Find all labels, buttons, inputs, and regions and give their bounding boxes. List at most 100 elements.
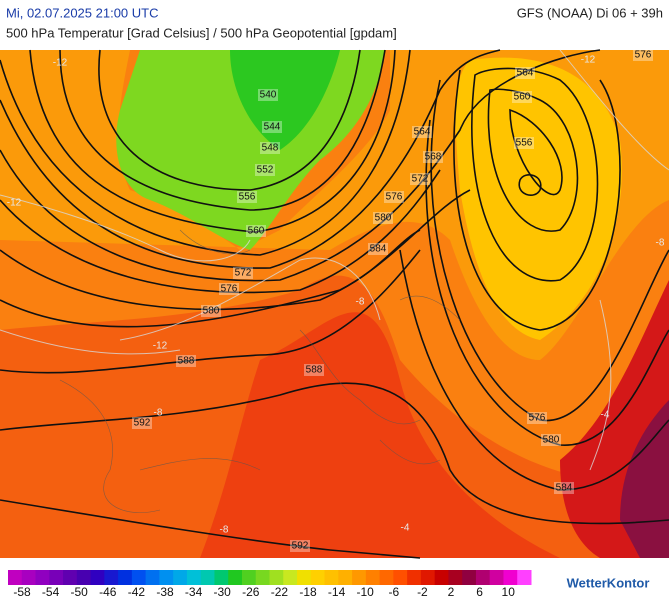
colorbar-swatch	[338, 570, 353, 585]
colorbar-tick-label: 2	[448, 585, 455, 599]
colorbar-swatch	[352, 570, 367, 585]
label-bg	[527, 412, 547, 424]
contour-label: 588	[306, 365, 323, 376]
label-bg	[237, 191, 257, 203]
coastlines	[59, 229, 461, 513]
colorbar-swatch	[407, 570, 422, 585]
label-bg	[201, 305, 221, 317]
colorbar-swatch	[393, 570, 408, 585]
map-labels: 5645605565405445485525565605645685725765…	[7, 49, 665, 552]
contour-label: 544	[264, 122, 281, 133]
temperature-label: -8	[656, 238, 665, 249]
contour-label: 540	[260, 90, 277, 101]
cold-yellow	[455, 57, 622, 341]
colorbar-swatch	[310, 570, 326, 585]
datetime: Mi, 02.07.2025 21:00 UTC	[6, 5, 158, 20]
colorbar-swatch	[489, 570, 504, 585]
label-bg	[541, 434, 561, 446]
colorbar-swatch	[90, 570, 105, 585]
contour-label: 564	[517, 68, 534, 79]
colorbar-swatch	[145, 570, 160, 585]
label-bg	[258, 89, 278, 101]
label-bg	[368, 243, 388, 255]
colorbar-swatch	[462, 570, 477, 585]
colorbar-tick-label: -14	[328, 585, 346, 599]
contour-label: 580	[203, 306, 220, 317]
colorbar-swatch	[21, 570, 37, 585]
colorbar-swatch	[214, 570, 229, 585]
cold-core	[230, 50, 340, 150]
colorbar-swatch	[8, 570, 23, 585]
colorbar-tick-label: -50	[71, 585, 89, 599]
colorbar-swatch	[420, 570, 436, 585]
label-bg	[132, 417, 152, 429]
colorbar-swatch	[475, 570, 491, 585]
colorbar-swatch	[297, 570, 312, 585]
label-bg	[246, 225, 266, 237]
contour-label: 552	[257, 165, 274, 176]
hot-core	[620, 400, 669, 558]
colorbar-swatch	[186, 570, 202, 585]
colorbar-swatch	[448, 570, 463, 585]
colorbar-swatch	[228, 570, 243, 585]
colorbar-tick-label: -34	[185, 585, 203, 599]
contour-label: 592	[134, 418, 151, 429]
label-bg	[410, 173, 430, 185]
colorbar-swatch	[434, 570, 449, 585]
label-bg	[633, 49, 653, 61]
colorbar-tick-label: -10	[357, 585, 375, 599]
contour-label: 580	[543, 435, 560, 446]
colorbar-swatch	[255, 570, 270, 585]
contour-label: 576	[529, 413, 546, 424]
colorbar-tick-label: -26	[242, 585, 260, 599]
colorbar-swatch	[324, 570, 339, 585]
colorbar-tick-label: -54	[42, 585, 60, 599]
colorbar-swatch	[49, 570, 64, 585]
colorbar-tick-label: -42	[128, 585, 146, 599]
colorbar-swatch	[283, 570, 298, 585]
contour-label: 584	[556, 483, 573, 494]
colorbar-tick-label: -18	[299, 585, 317, 599]
contour-label: 572	[235, 268, 252, 279]
temperature-label: -8	[220, 525, 229, 536]
contour-label: 576	[386, 192, 403, 203]
map-area	[0, 49, 669, 559]
contour-label: 576	[635, 50, 652, 61]
warm-red	[200, 312, 560, 558]
temperature-label: -8	[154, 408, 163, 419]
colorbar-swatch	[35, 570, 50, 585]
contour-label: 580	[375, 213, 392, 224]
colorbar-swatch	[269, 570, 284, 585]
contour-label: 564	[414, 127, 431, 138]
colorbar-tick-label: -2	[417, 585, 428, 599]
label-bg	[384, 191, 404, 203]
label-bg	[176, 355, 196, 367]
colorbar-tick-label: 6	[476, 585, 483, 599]
label-bg	[262, 121, 282, 133]
contour-label: 588	[178, 356, 195, 367]
colorbar-swatch	[517, 570, 532, 585]
label-bg	[304, 364, 324, 376]
label-bg	[515, 67, 535, 79]
label-bg	[373, 212, 393, 224]
brand-logo: WetterKontor	[567, 575, 650, 590]
colorbar-swatch	[503, 570, 518, 585]
contour-label: 560	[514, 92, 531, 103]
colorbar-swatch	[118, 570, 133, 585]
colorbar-tick-label: -22	[271, 585, 289, 599]
colorbar-tick-label: -38	[156, 585, 174, 599]
colorbar-swatch	[131, 570, 147, 585]
label-bg	[423, 151, 443, 163]
colorbar-tick-label: -46	[99, 585, 117, 599]
colorbar: -58 -54 -50 -46 -42 -38 -34 -30 -26 -22 -18 -14 -10-…	[8, 570, 532, 599]
colorbar-tick-label: 10	[502, 585, 516, 599]
subtitle: 500 hPa Temperatur [Grad Celsius] / 500 …	[6, 25, 397, 40]
contour-label: 560	[248, 226, 265, 237]
colorbar-swatch	[104, 570, 119, 585]
label-bg	[219, 283, 239, 295]
contour-label: 556	[516, 138, 533, 149]
label-bg	[514, 137, 534, 149]
contour-label: 572	[412, 174, 429, 185]
